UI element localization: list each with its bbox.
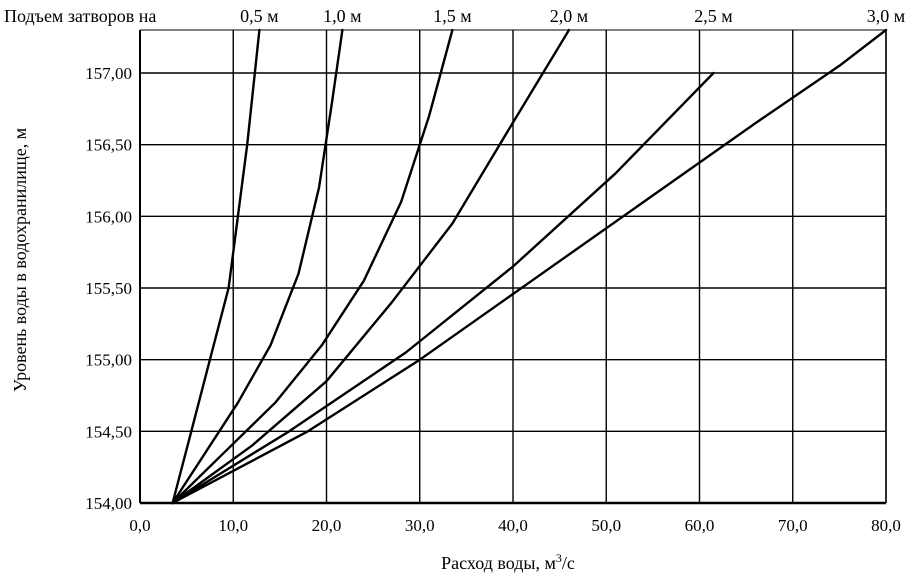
series-line	[171, 28, 344, 505]
x-axis-title-unit: /с	[562, 553, 575, 573]
x-axis-title-sup: 3	[556, 551, 562, 565]
legend-label: 2,0 м	[550, 6, 588, 26]
series-line	[171, 28, 261, 505]
x-tick-label: 50,0	[591, 516, 621, 535]
legend: 0,5 м 1,0 м 1,5 м 2,0 м 2,5 м 3,0 м	[240, 6, 905, 26]
series-line	[171, 71, 715, 505]
legend-label: 1,0 м	[323, 6, 361, 26]
x-axis-title-main: Расход воды, м	[441, 553, 556, 573]
x-tick-label: 10,0	[218, 516, 248, 535]
x-axis-title: Расход воды, м3/с	[441, 551, 575, 573]
legend-label: 3,0 м	[867, 6, 905, 26]
axes	[139, 29, 887, 505]
series-line	[171, 28, 454, 505]
chart-title: Подъем затворов на	[4, 6, 156, 26]
x-tick-label: 0,0	[129, 516, 150, 535]
x-tick-label: 30,0	[405, 516, 435, 535]
y-tick-label: 157,00	[85, 64, 132, 83]
series-line	[171, 28, 888, 505]
y-tick-label: 156,50	[85, 136, 132, 155]
series-lines	[171, 28, 888, 505]
x-tick-label: 70,0	[778, 516, 808, 535]
x-tick-label: 20,0	[312, 516, 342, 535]
y-tick-label: 154,50	[85, 422, 132, 441]
y-tick-label: 154,00	[85, 494, 132, 513]
legend-label: 0,5 м	[240, 6, 278, 26]
series-line	[171, 28, 571, 505]
x-tick-label: 40,0	[498, 516, 528, 535]
y-tick-label: 156,00	[85, 207, 132, 226]
y-tick-label: 155,00	[85, 351, 132, 370]
x-tick-label: 60,0	[685, 516, 715, 535]
x-tick-label: 80,0	[871, 516, 901, 535]
legend-label: 1,5 м	[433, 6, 471, 26]
y-axis-title: Уровень воды в водохранилище, м	[10, 128, 30, 392]
grid	[140, 30, 887, 503]
y-tick-label: 155,50	[85, 279, 132, 298]
legend-label: 2,5 м	[694, 6, 732, 26]
tick-labels: 0,0 10,0 20,0 30,0 40,0 50,0 60,0 70,0 80,0 154,0…	[85, 64, 901, 535]
